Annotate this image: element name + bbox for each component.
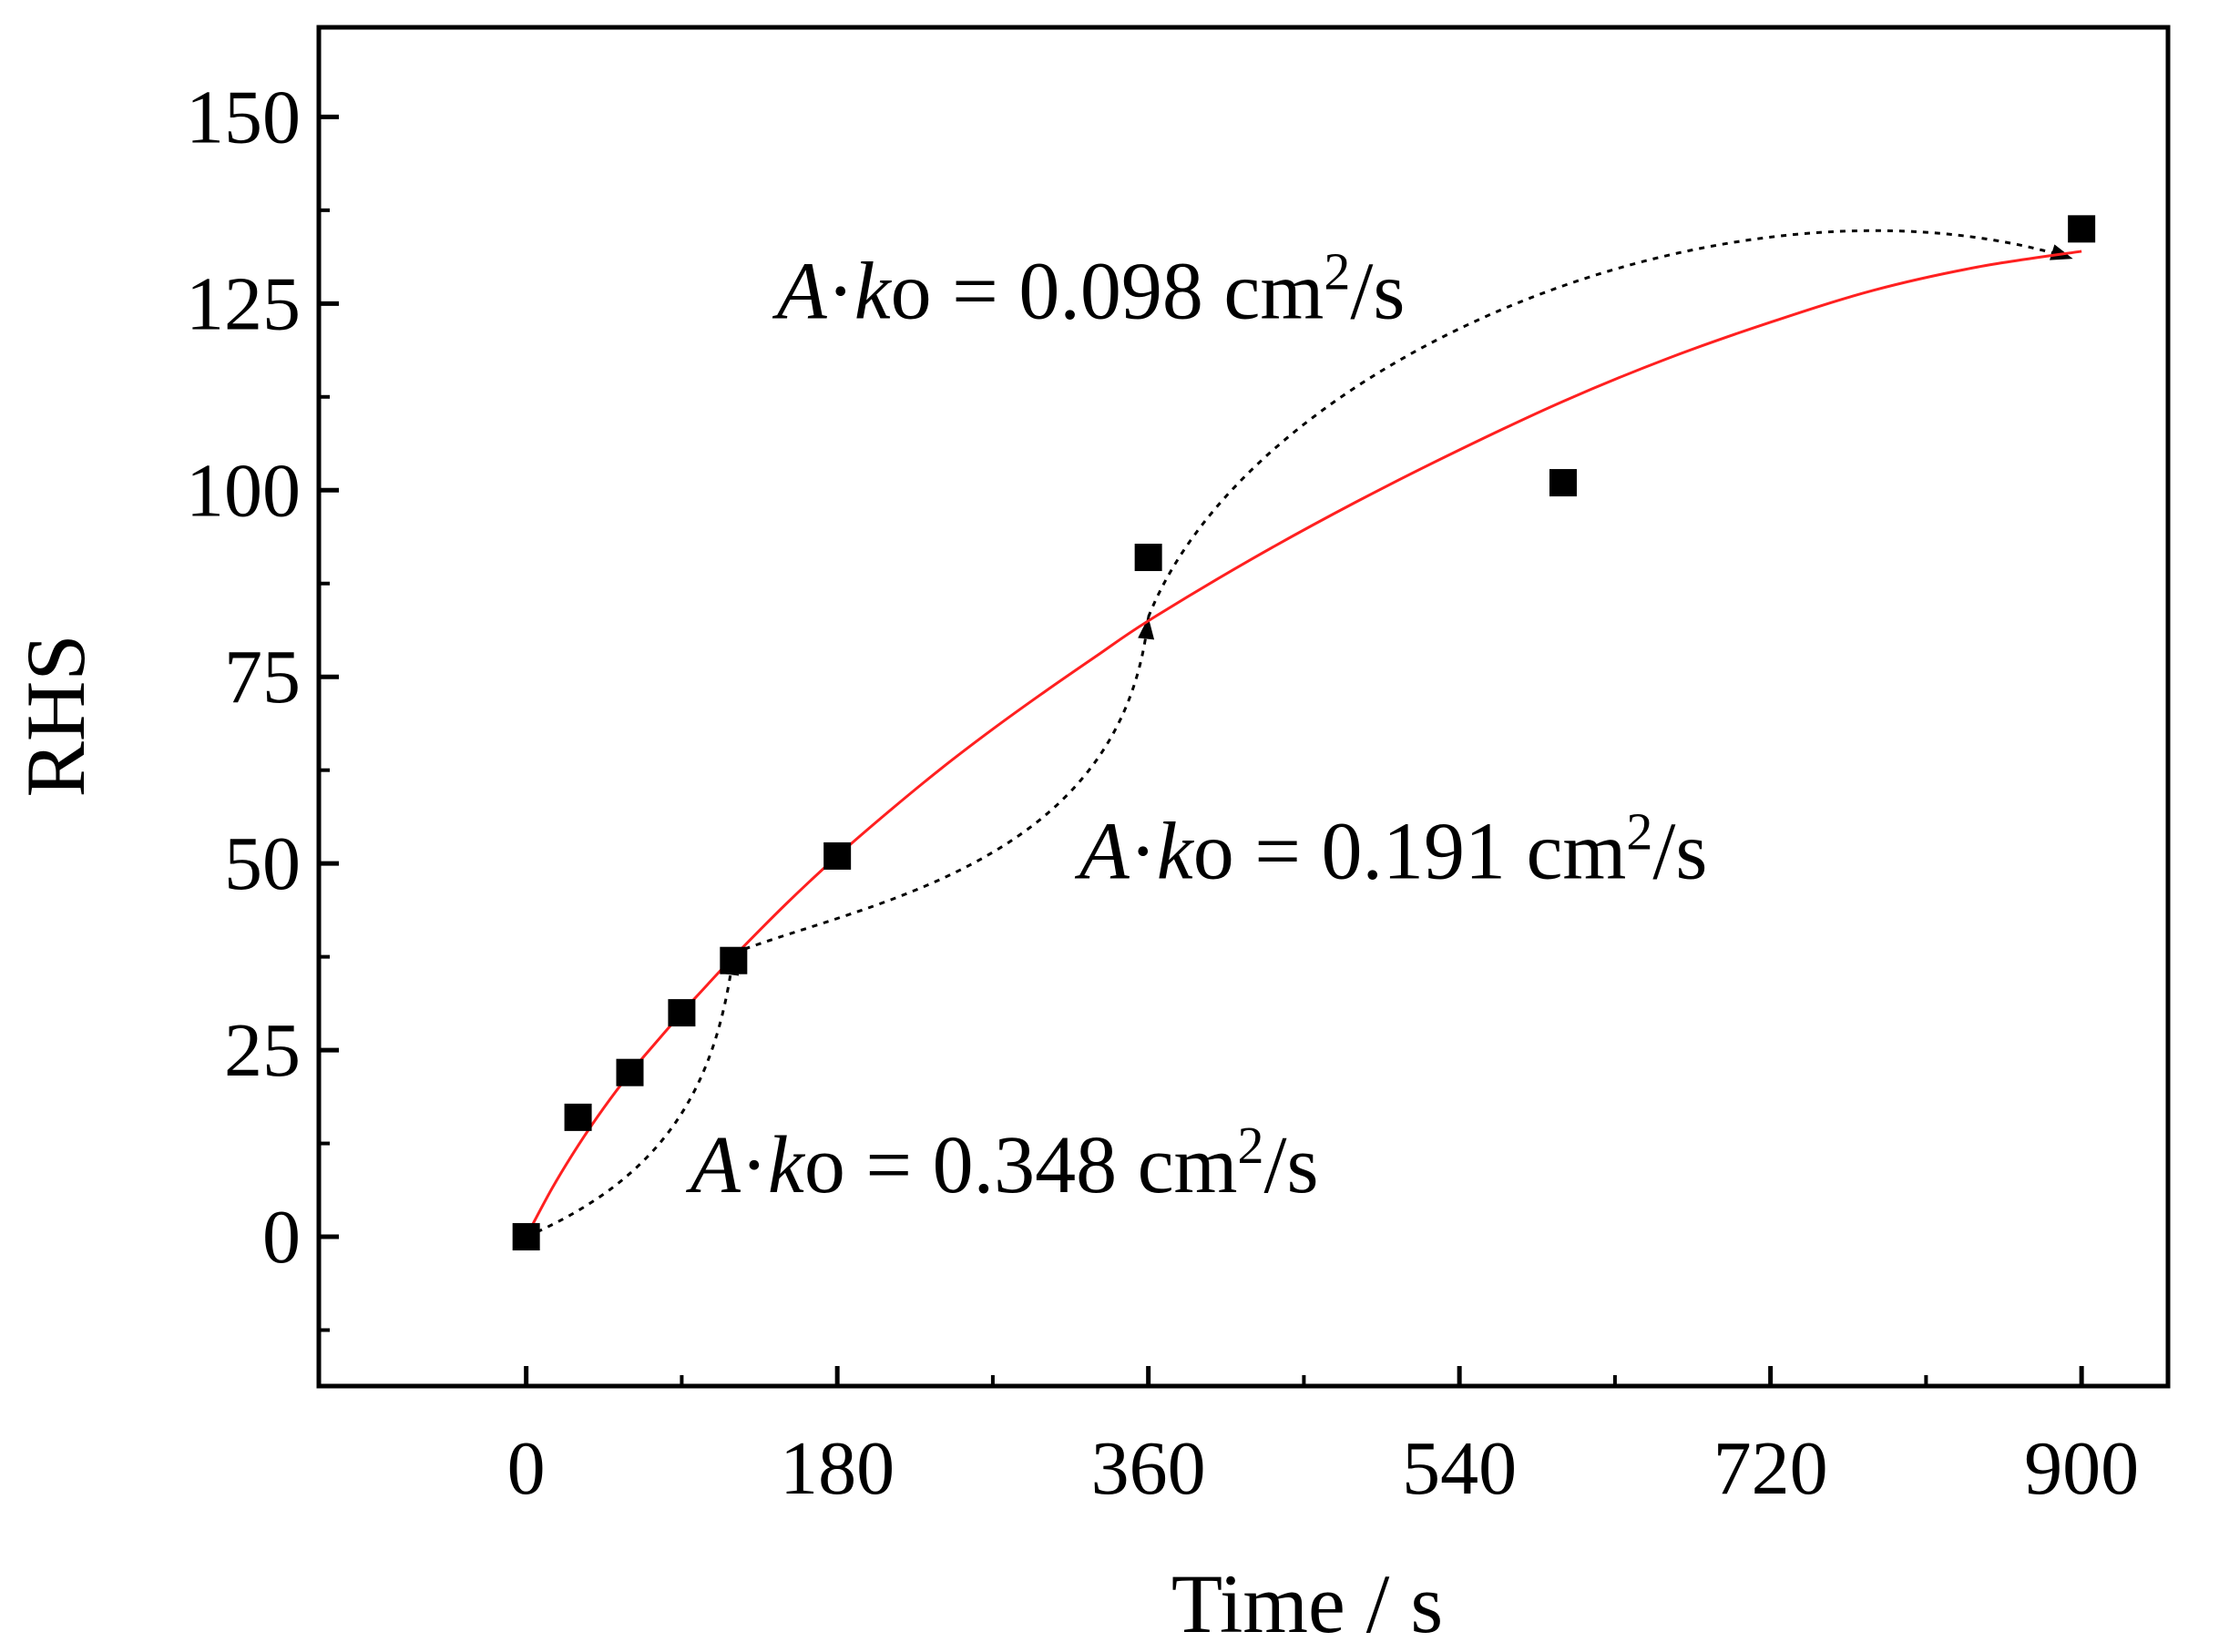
data-points [512,215,2096,1251]
data-point [564,1103,592,1131]
x-tick-label: 720 [1713,1426,1828,1511]
annotation-label: A·ko = 0.191 cm2/s [1075,801,1708,897]
fit-curve-layer [525,250,2082,1238]
y-tick-label: 75 [224,635,301,719]
annotations: A·ko = 0.098 cm2/s A·ko = 0.191 cm2/s A·ko… [686,241,1708,1210]
annotation-label: A·ko = 0.098 cm2/s [772,241,1406,337]
data-point [668,999,696,1027]
data-point [2068,215,2096,243]
data-point [823,841,852,870]
y-tick-label: 50 [224,821,301,906]
y-tick-label: 0 [262,1195,301,1280]
y-tick-label: 150 [186,75,301,159]
data-point [616,1058,644,1086]
dotted-arrow [1147,229,2074,618]
x-axis-title: Time / s [1171,1557,1443,1650]
y-tick-label: 100 [186,448,301,533]
data-point [1549,469,1577,497]
y-tick-label: 125 [186,261,301,346]
x-tick-label: 180 [780,1426,895,1511]
y-axis: 0 25 50 75 100 125 150 [186,75,339,1332]
arrow-head [1138,617,1155,640]
y-axis-title: RHS [9,635,102,798]
x-tick-label: 360 [1091,1426,1206,1511]
data-point [720,946,748,974]
plot-frame [316,25,2171,1389]
x-tick-label: 540 [1402,1426,1517,1511]
dotted-arrow [732,617,1150,954]
x-tick-label: 900 [2024,1426,2139,1511]
data-point [1134,544,1162,572]
dotted-arrow [526,953,735,1239]
x-axis: 0 180 360 540 720 900 [507,1366,2139,1511]
annotation-label: A·ko = 0.348 cm2/s [686,1115,1319,1210]
fit-curve [525,250,2082,1238]
x-tick-label: 0 [507,1426,546,1511]
data-point [512,1223,540,1251]
annotation-arrows [526,229,2074,1239]
y-tick-label: 25 [224,1008,301,1093]
